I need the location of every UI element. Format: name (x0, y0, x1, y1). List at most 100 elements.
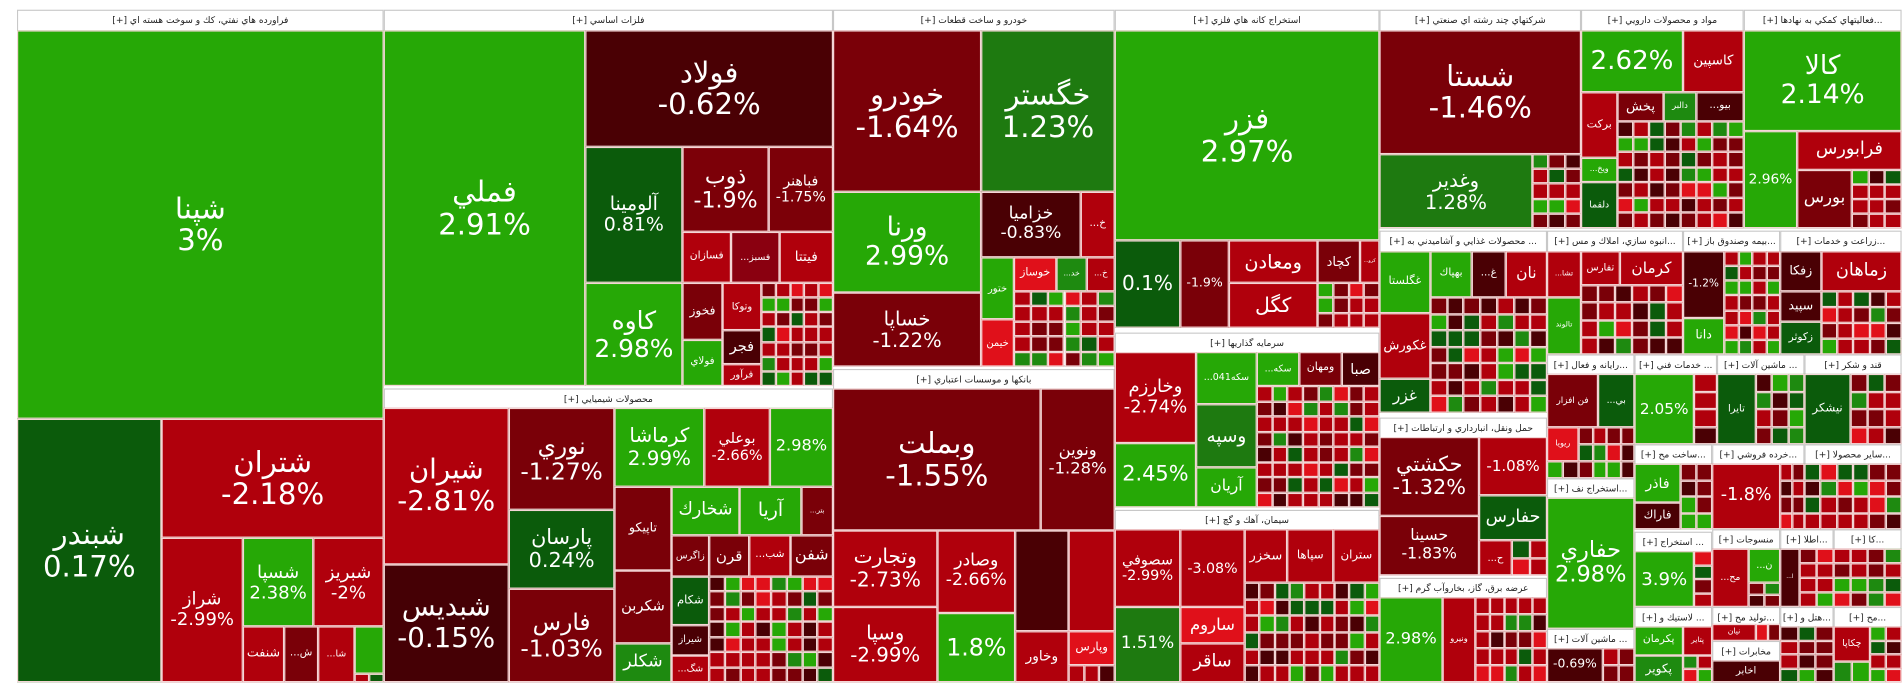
sector-title[interactable]: مواد و محصولات دارويي [+] (1582, 10, 1743, 32)
stock-cell[interactable] (1752, 310, 1767, 325)
stock-tile[interactable]: ريويا (1547, 427, 1579, 462)
stock-cell[interactable] (724, 652, 741, 668)
stock-cell[interactable] (1598, 302, 1616, 320)
stock-tile[interactable]: شكلر (614, 643, 672, 683)
stock-cell[interactable] (1013, 321, 1031, 337)
stock-cell[interactable] (1532, 631, 1547, 649)
stock-cell[interactable] (1752, 324, 1767, 340)
stock-cell[interactable] (1287, 401, 1303, 417)
sector-title[interactable]: شركتهاي چند رشته اي صنعتي [+] (1380, 10, 1580, 32)
stock-tile[interactable]: نيان (1712, 623, 1756, 641)
stock-cell[interactable] (1548, 154, 1565, 169)
stock-cell[interactable] (1885, 322, 1902, 339)
stock-tile[interactable]: خساپا -1.22% (833, 292, 982, 367)
stock-cell[interactable] (804, 312, 819, 328)
stock-tile[interactable]: ...كرو (1360, 240, 1380, 283)
stock-cell[interactable] (1632, 319, 1650, 338)
stock-tile[interactable]: -0.69% (1547, 648, 1603, 683)
stock-cell[interactable] (1738, 251, 1753, 267)
stock-cell[interactable] (1868, 169, 1885, 185)
stock-cell[interactable] (1666, 319, 1684, 338)
stock-cell[interactable] (1547, 461, 1563, 479)
stock-cell[interactable] (1349, 632, 1365, 650)
stock-cell[interactable] (775, 282, 791, 298)
stock-cell[interactable] (1518, 665, 1533, 683)
stock-cell[interactable] (1833, 577, 1851, 593)
stock-tile[interactable]: ...ش (284, 626, 319, 683)
stock-cell[interactable] (1302, 477, 1319, 493)
stock-tile[interactable]: قرن (709, 535, 750, 577)
stock-tile[interactable]: فولاد -0.62% (585, 30, 834, 147)
stock-cell[interactable] (804, 282, 819, 298)
stock-cell[interactable] (1680, 167, 1697, 183)
stock-cell[interactable] (1513, 297, 1531, 314)
stock-tile[interactable]: زكوثر (1780, 321, 1822, 355)
stock-cell[interactable] (1504, 597, 1519, 615)
stock-tile[interactable]: وسپا -2.99% (833, 606, 938, 683)
stock-cell[interactable] (1712, 121, 1728, 137)
stock-cell[interactable] (1592, 461, 1607, 479)
stock-cell[interactable] (1532, 665, 1547, 683)
stock-cell[interactable] (761, 282, 776, 298)
stock-cell[interactable] (709, 606, 725, 622)
stock-tile[interactable]: ...شا (318, 626, 355, 683)
stock-tile[interactable] (1068, 530, 1115, 632)
stock-cell[interactable] (1581, 319, 1599, 338)
stock-cell[interactable] (1851, 661, 1871, 683)
stock-cell[interactable] (1489, 614, 1505, 632)
stock-cell[interactable] (1620, 427, 1635, 445)
stock-cell[interactable] (1693, 426, 1718, 445)
stock-cell[interactable] (1530, 313, 1547, 331)
stock-cell[interactable] (1697, 655, 1713, 669)
stock-cell[interactable] (1850, 409, 1868, 427)
stock-cell[interactable] (1430, 363, 1448, 380)
stock-tile[interactable]: -3.08% (1180, 529, 1245, 607)
stock-cell[interactable] (1030, 351, 1048, 367)
stock-cell[interactable] (1850, 577, 1868, 593)
stock-tile[interactable]: شبديس -0.15% (383, 564, 509, 683)
stock-tile[interactable]: فارس -1.03% (508, 588, 615, 683)
stock-tile[interactable]: ...خ (1086, 257, 1115, 292)
stock-cell[interactable] (1363, 282, 1380, 298)
stock-cell[interactable] (1664, 212, 1681, 229)
stock-cell[interactable] (786, 606, 803, 622)
stock-cell[interactable] (1853, 307, 1870, 323)
stock-cell[interactable] (1633, 151, 1650, 168)
stock-cell[interactable] (1869, 496, 1886, 513)
stock-cell[interactable] (1497, 346, 1514, 364)
stock-cell[interactable] (1853, 512, 1870, 530)
sector-title[interactable]: ...انبوه سازي، املاك و مس [+] (1548, 231, 1682, 253)
stock-cell[interactable] (1632, 302, 1650, 320)
stock-cell[interactable] (1256, 477, 1273, 493)
stock-cell[interactable] (1333, 446, 1349, 462)
stock-cell[interactable] (1333, 401, 1349, 417)
stock-cell[interactable] (1867, 548, 1885, 564)
stock-cell[interactable] (790, 327, 805, 342)
stock-cell[interactable] (709, 591, 725, 607)
stock-cell[interactable] (1693, 409, 1718, 427)
stock-tile[interactable]: 2.62% (1581, 30, 1684, 93)
stock-cell[interactable] (775, 341, 791, 357)
stock-cell[interactable] (817, 606, 834, 622)
stock-cell[interactable] (1348, 477, 1365, 493)
stock-cell[interactable] (1766, 266, 1781, 281)
stock-tile[interactable]: ونيرو (1442, 597, 1476, 683)
stock-cell[interactable] (1578, 461, 1593, 479)
stock-cell[interactable] (1884, 548, 1902, 564)
stock-cell[interactable] (802, 667, 818, 683)
stock-cell[interactable] (1497, 379, 1514, 397)
stock-cell[interactable] (1837, 322, 1854, 339)
stock-cell[interactable] (1047, 321, 1065, 337)
stock-cell[interactable] (1833, 592, 1851, 607)
stock-cell[interactable] (1287, 431, 1303, 447)
stock-cell[interactable] (1837, 338, 1854, 355)
stock-cell[interactable] (1513, 363, 1531, 380)
stock-cell[interactable] (1489, 597, 1505, 615)
stock-tile[interactable]: وپارس (1068, 631, 1115, 666)
stock-cell[interactable] (1724, 266, 1739, 281)
stock-cell[interactable] (1244, 582, 1260, 600)
stock-cell[interactable] (818, 341, 833, 357)
stock-cell[interactable] (1272, 431, 1288, 447)
stock-tile[interactable]: سپيد (1780, 291, 1822, 322)
stock-cell[interactable] (1364, 582, 1380, 600)
